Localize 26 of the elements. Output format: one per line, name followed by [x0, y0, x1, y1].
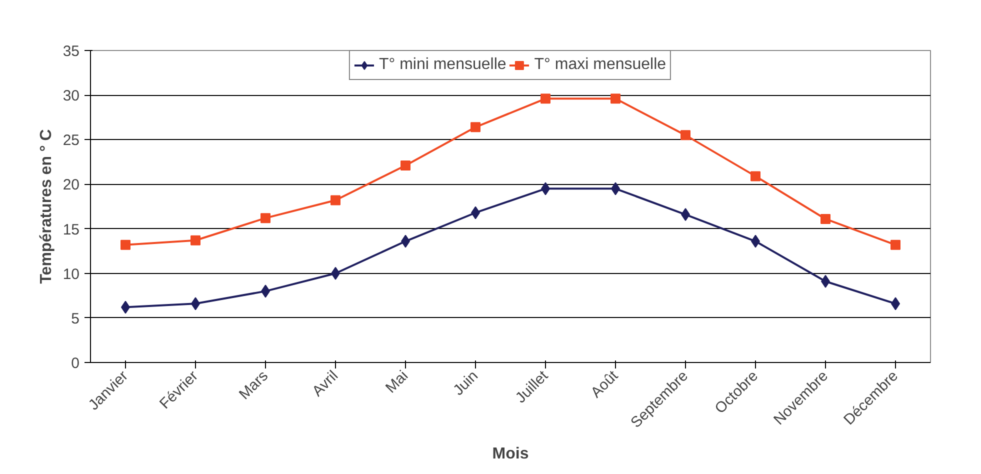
x-tick-label: Juin [450, 367, 482, 399]
point [470, 122, 480, 132]
y-tick-label: 10 [62, 266, 80, 283]
x-axis-title: Mois [492, 445, 529, 462]
point [750, 171, 760, 182]
point [400, 160, 410, 170]
point [260, 213, 270, 224]
point [610, 94, 620, 104]
y-tick-label: 25 [62, 132, 80, 150]
point [120, 240, 130, 250]
x-tick-label: Mai [382, 367, 412, 397]
y-tick-label: 5 [71, 310, 80, 328]
legend-label: T° maxi mensuelle [534, 56, 666, 74]
y-tick-label: 30 [62, 88, 80, 105]
point [190, 235, 200, 246]
point [330, 195, 340, 206]
y-tick-label: 20 [62, 176, 80, 194]
point [890, 240, 900, 250]
legend-label: T° mini mensuelle [378, 56, 506, 74]
point [540, 94, 550, 104]
y-tick-label: 0 [71, 355, 80, 372]
y-axis-title: Températures en ° C [38, 128, 55, 284]
point [680, 130, 690, 140]
point [820, 214, 830, 224]
y-tick-label: 35 [62, 43, 80, 60]
y-tick-label: 15 [62, 221, 80, 238]
